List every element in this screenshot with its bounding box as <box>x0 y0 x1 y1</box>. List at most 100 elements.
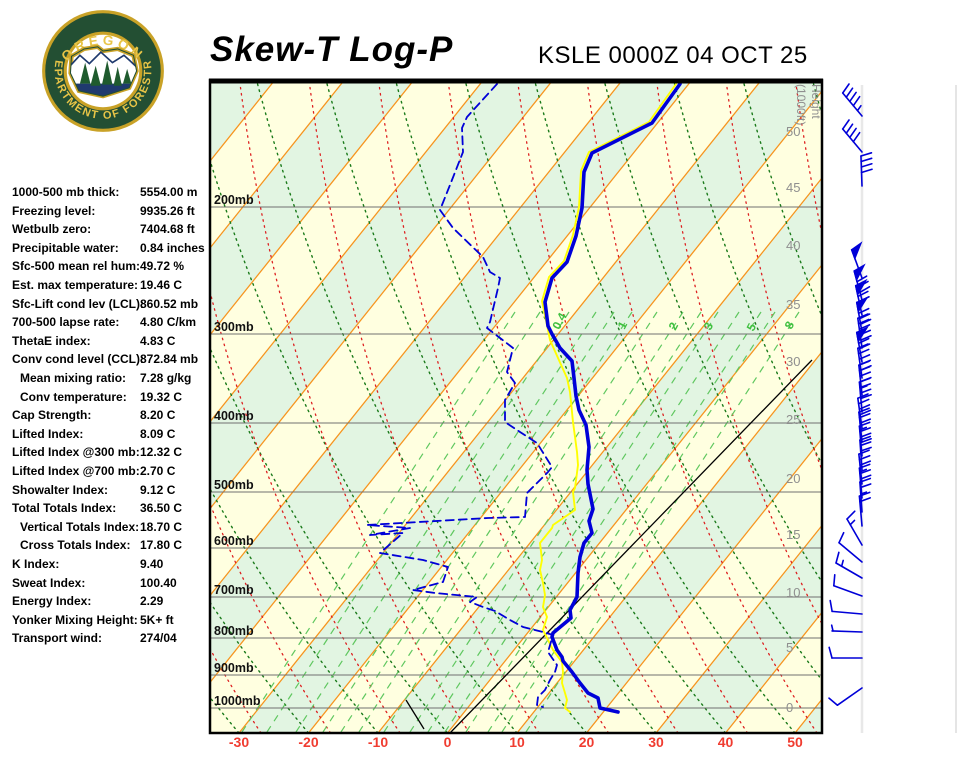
index-label: Lifted Index @700 mb: <box>12 464 140 478</box>
index-row: Est. max temperature: 19.46 C <box>12 278 205 292</box>
index-row: Lifted Index: 8.09 C <box>12 427 205 441</box>
svg-text:600mb: 600mb <box>214 534 254 548</box>
index-row: Lifted Index @300 mb: 12.32 C <box>12 445 205 459</box>
pressure-labels: 200mb 300mb 400mb 500mb 600mb 700mb 800mb 900mb… <box>214 193 261 708</box>
index-label: Wetbulb zero: <box>12 222 92 237</box>
svg-text:200mb: 200mb <box>214 193 254 207</box>
svg-text:25: 25 <box>786 412 800 427</box>
svg-text:-30: -30 <box>229 734 249 750</box>
svg-text:700mb: 700mb <box>214 583 254 597</box>
svg-text:10: 10 <box>786 585 800 600</box>
svg-text:500mb: 500mb <box>214 478 254 492</box>
index-row: Conv temperature: 19.32 C <box>12 390 205 404</box>
svg-text:10: 10 <box>509 734 525 750</box>
index-label: ThetaE index: <box>12 333 91 348</box>
index-row: Transport wind: 274/04 <box>12 631 205 645</box>
index-value: 100.40 <box>140 575 177 590</box>
index-value: 8.20 C <box>140 408 176 423</box>
index-label: Conv temperature: <box>20 389 127 404</box>
index-label: Lifted Index @300 mb: <box>12 445 140 460</box>
index-row: Total Totals Index: 36.50 C <box>12 501 205 515</box>
index-row: Conv cond level (CCL): 872.84 mb <box>12 352 205 366</box>
svg-text:20: 20 <box>786 471 800 486</box>
index-label: Transport wind: <box>12 631 102 646</box>
temp-axis-labels: -30 -20 -10 0 10 20 30 40 50 <box>229 734 803 750</box>
odf-logo-graphic: OREGON DEPARTMENT OF FORESTRY <box>35 0 164 132</box>
index-label: Vertical Totals Index: <box>20 519 140 534</box>
index-row: Cap Strength: 8.20 C <box>12 408 205 422</box>
index-label: 1000-500 mb thick: <box>12 185 120 199</box>
wetbulb-trace <box>539 83 677 713</box>
svg-text:900mb: 900mb <box>214 661 254 675</box>
index-value: 8.09 C <box>140 426 176 441</box>
isotherm-grid <box>210 80 822 733</box>
page-title: Skew-T Log-P <box>210 30 454 69</box>
index-label: Lifted Index: <box>12 426 84 441</box>
index-row: Showalter Index: 9.12 C <box>12 483 205 497</box>
index-value: 36.50 C <box>140 501 183 516</box>
index-label: Sfc-Lift cond lev (LCL): <box>12 296 144 311</box>
index-value: 9.12 C <box>140 482 176 497</box>
svg-text:15: 15 <box>786 527 800 542</box>
svg-text:5: 5 <box>786 640 793 655</box>
svg-text:45: 45 <box>786 180 800 195</box>
index-row: Sfc-500 mean rel hum: 49.72 % <box>12 259 205 273</box>
svg-text:800mb: 800mb <box>214 624 254 638</box>
index-row: K Index: 9.40 <box>12 557 205 571</box>
index-value: 5554.00 m <box>140 185 198 199</box>
index-value: 4.80 C/km <box>140 315 197 330</box>
index-value: 17.80 C <box>140 538 183 553</box>
index-value: 49.72 % <box>140 259 185 274</box>
station-label: KSLE 0000Z 04 OCT 25 <box>538 42 808 69</box>
index-value: 9.40 <box>140 557 164 571</box>
index-label: Showalter Index: <box>12 482 109 497</box>
svg-text:0: 0 <box>786 700 793 715</box>
index-label: Cap Strength: <box>12 408 92 423</box>
odf-logo: OREGON DEPARTMENT OF FORESTRY <box>35 0 166 134</box>
index-row: Wetbulb zero: 7404.68 ft <box>12 222 205 236</box>
index-row: Lifted Index @700 mb: 2.70 C <box>12 464 205 478</box>
index-row: Cross Totals Index: 17.80 C <box>12 538 205 552</box>
index-label: 700-500 lapse rate: <box>12 315 120 330</box>
index-value: 0.84 inches <box>140 240 205 255</box>
moist-adiabats <box>210 80 822 733</box>
svg-text:40: 40 <box>718 734 734 750</box>
svg-text:300mb: 300mb <box>214 320 254 334</box>
index-value: 4.83 C <box>140 333 176 348</box>
svg-text:(1000ft): (1000ft) <box>794 84 808 125</box>
index-row: Freezing level: 9935.26 ft <box>12 204 205 218</box>
index-label: Mean mixing ratio: <box>20 371 127 385</box>
svg-text:-20: -20 <box>298 734 318 750</box>
index-label: Energy Index: <box>12 594 92 609</box>
mixing-ratio-lines <box>240 311 800 733</box>
index-value: 7.28 g/kg <box>140 371 192 385</box>
svg-text:35: 35 <box>786 297 800 312</box>
index-row: ThetaE index: 4.83 C <box>12 334 205 348</box>
svg-text:-10: -10 <box>368 734 388 750</box>
index-value: 860.52 mb <box>140 296 199 311</box>
svg-text:20: 20 <box>579 734 595 750</box>
index-label: K Index: <box>12 557 60 571</box>
svg-text:50: 50 <box>787 734 803 750</box>
indices-panel: 1000-500 mb thick: 5554.00 m Freezing leve… <box>0 0 205 768</box>
svg-text:30: 30 <box>786 354 800 369</box>
index-label: Est. max temperature: <box>12 278 139 292</box>
parcel-line <box>405 359 813 733</box>
index-row: Yonker Mixing Height: 5K+ ft <box>12 613 205 627</box>
index-row: Vertical Totals Index: 18.70 C <box>12 520 205 534</box>
index-label: Freezing level: <box>12 203 96 218</box>
svg-text:0: 0 <box>444 734 452 750</box>
wind-barbs <box>828 83 873 707</box>
index-value: 274/04 <box>140 631 177 646</box>
dewpoint-trace <box>366 83 558 708</box>
pressure-lines <box>210 206 822 709</box>
index-value: 2.70 C <box>140 464 176 478</box>
index-value: 2.29 <box>140 594 164 609</box>
svg-text:50: 50 <box>786 124 800 139</box>
index-value: 7404.68 ft <box>140 222 195 237</box>
svg-text:40: 40 <box>786 238 800 253</box>
index-row: Mean mixing ratio: 7.28 g/kg <box>12 371 205 385</box>
